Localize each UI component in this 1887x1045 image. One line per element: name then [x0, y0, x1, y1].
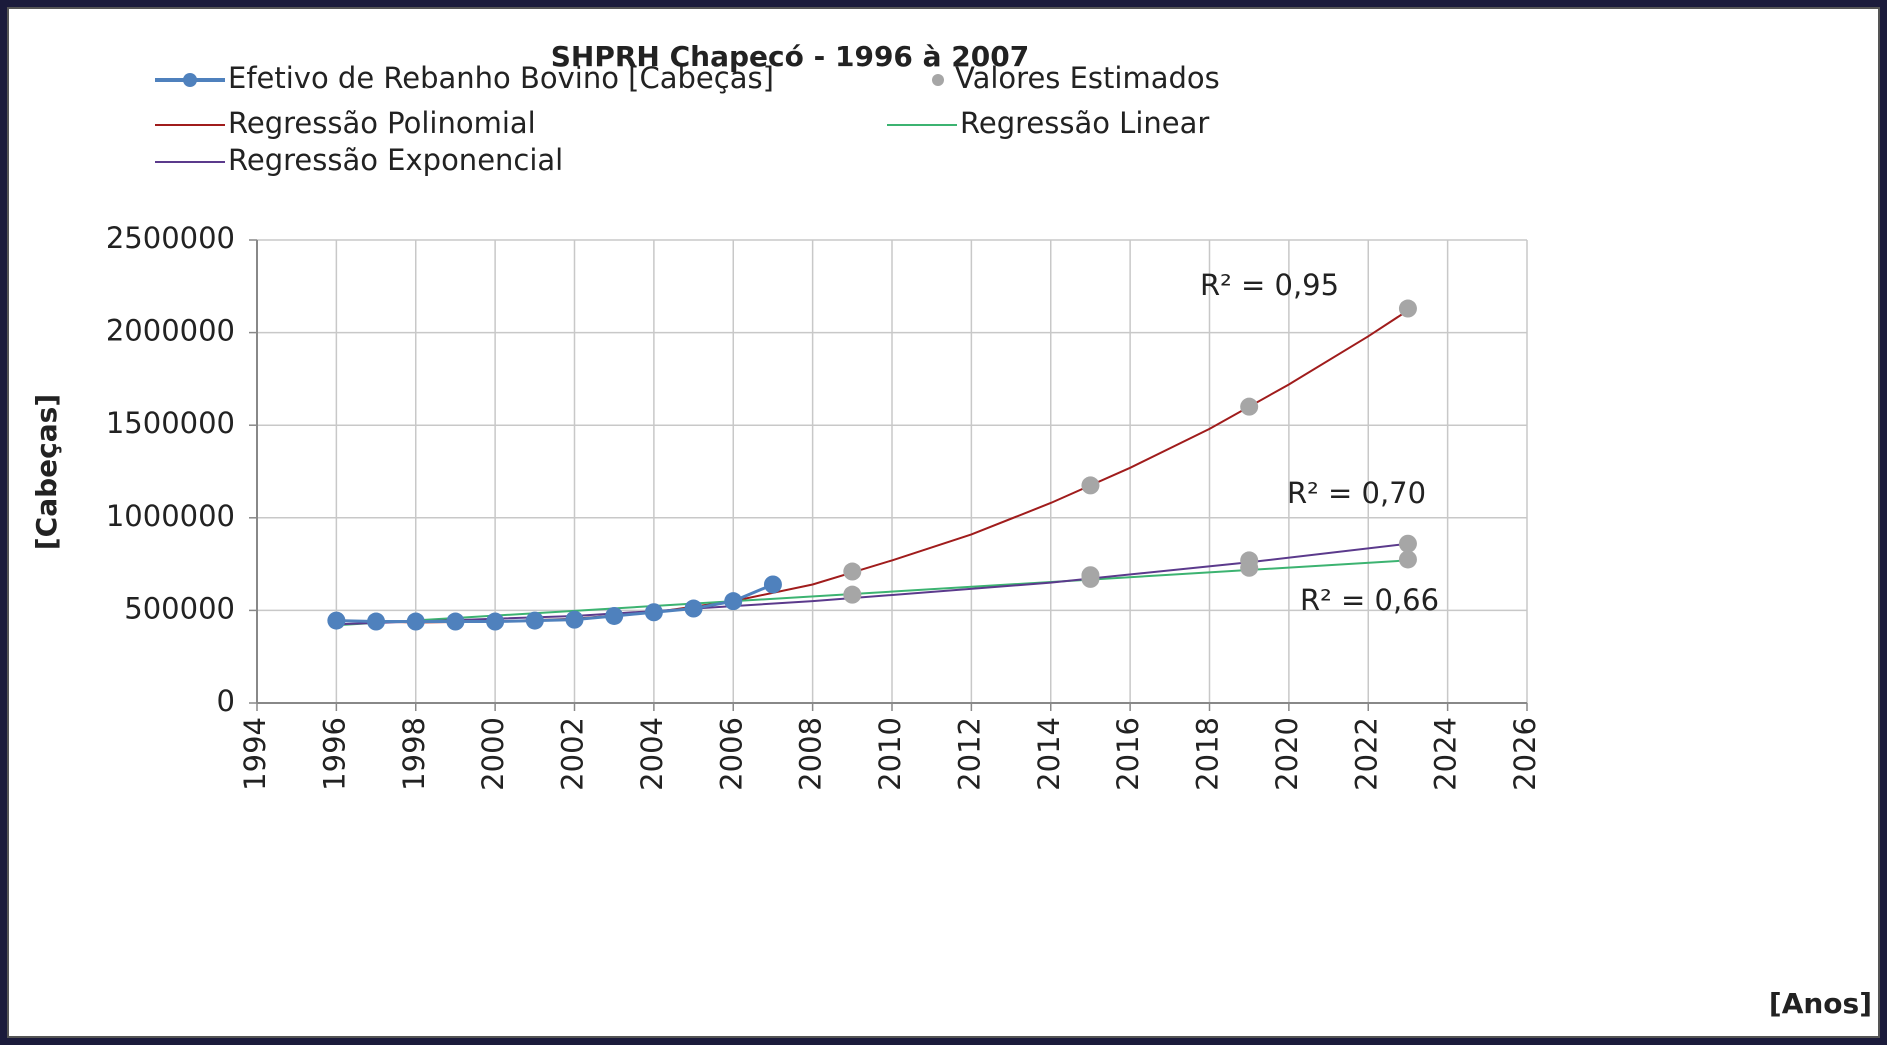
data-point: [843, 562, 862, 581]
x-tick-label: 2024: [1429, 717, 1463, 791]
data-point: [724, 592, 743, 611]
y-tick-label: 2500000: [106, 221, 235, 255]
data-point: [1240, 397, 1259, 416]
x-tick-label: 2026: [1508, 717, 1542, 791]
x-tick-label: 1996: [317, 717, 351, 791]
x-tick-label: 1994: [238, 717, 272, 791]
data-point: [1398, 299, 1417, 318]
legend-label: Regressão Polinomial: [228, 106, 536, 140]
x-tick-label: 2012: [952, 717, 986, 791]
legend-marker: [932, 74, 944, 86]
series-line: [336, 559, 1409, 627]
data-point: [367, 612, 386, 631]
x-tick-label: 2008: [794, 717, 828, 791]
data-point: [327, 611, 346, 630]
y-axis-label: [Cabeças]: [30, 394, 63, 550]
x-tick-label: 2000: [476, 717, 510, 791]
annotation: R² = 0,95: [1200, 268, 1339, 302]
x-tick-label: 2004: [635, 717, 669, 791]
data-point: [486, 612, 505, 631]
data-point: [1398, 550, 1417, 569]
x-tick-label: 2022: [1349, 717, 1383, 791]
legend-label: Efetivo de Rebanho Bovino [Cabeças]: [228, 61, 774, 95]
x-tick-label: 2020: [1270, 717, 1304, 791]
legend-label: Regressão Linear: [960, 106, 1209, 140]
x-axis-label: [Anos]: [1769, 987, 1872, 1020]
data-point: [525, 611, 544, 630]
legend-marker: [183, 73, 197, 87]
x-tick-label: 2016: [1111, 717, 1145, 791]
y-tick-label: 2000000: [106, 314, 235, 348]
x-tick-label: 2014: [1032, 717, 1066, 791]
x-tick-label: 2002: [556, 717, 590, 791]
data-point: [1081, 569, 1100, 588]
annotation: R² = 0,66: [1300, 583, 1439, 617]
legend-label: Regressão Exponencial: [228, 143, 563, 177]
data-point: [565, 610, 584, 629]
data-point: [644, 603, 663, 622]
annotation: R² = 0,70: [1287, 476, 1426, 510]
chart-title: SHPRH Chapecó - 1996 à 2007: [551, 40, 1029, 73]
y-tick-label: 1000000: [106, 499, 235, 533]
data-point: [1398, 534, 1417, 553]
data-point: [763, 575, 782, 594]
data-point: [1240, 558, 1259, 577]
data-point: [446, 612, 465, 631]
data-point: [605, 606, 624, 625]
data-point: [684, 599, 703, 618]
data-point: [406, 612, 425, 631]
x-tick-label: 1998: [397, 717, 431, 791]
y-tick-label: 500000: [124, 591, 235, 625]
x-tick-label: 2018: [1191, 717, 1225, 791]
x-tick-label: 2006: [714, 717, 748, 791]
data-point: [843, 585, 862, 604]
y-tick-label: 1500000: [106, 406, 235, 440]
data-point: [1081, 476, 1100, 495]
chart-background: [7, 7, 1880, 1038]
x-tick-label: 2010: [873, 717, 907, 791]
legend-label: Valores Estimados: [955, 61, 1220, 95]
y-tick-label: 0: [217, 684, 235, 718]
